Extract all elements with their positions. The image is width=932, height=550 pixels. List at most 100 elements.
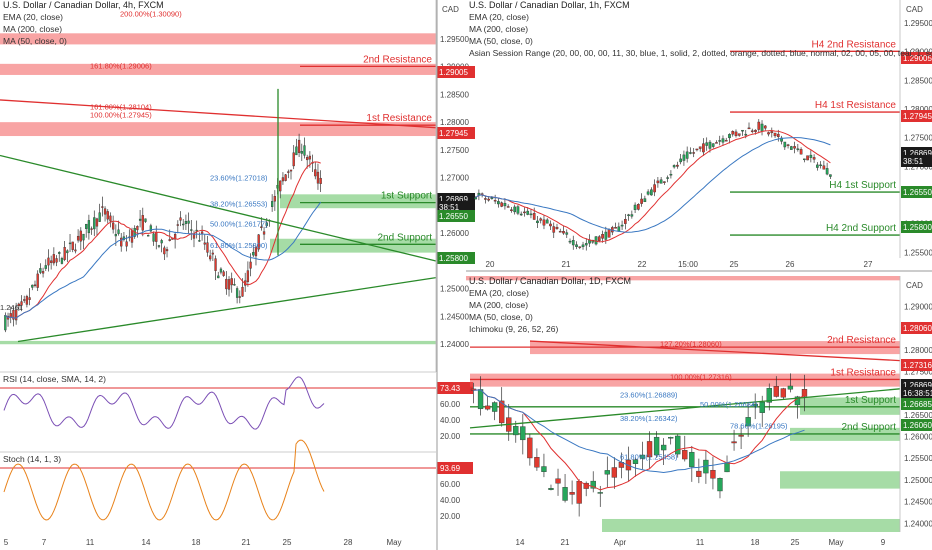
candle xyxy=(217,275,220,279)
candle xyxy=(190,229,193,231)
candle xyxy=(106,211,109,220)
candle xyxy=(718,140,722,142)
y-tick-10: 1.24000 xyxy=(904,519,932,528)
candle xyxy=(14,309,18,321)
candle xyxy=(672,165,676,168)
candle xyxy=(750,130,754,132)
fib-label-8: 1.2461 xyxy=(0,303,23,312)
candle xyxy=(306,157,309,161)
candle xyxy=(542,219,546,226)
fib-label-6: 78.60%(1.26195) xyxy=(730,421,788,430)
price-tag-label-0: 1.29005 xyxy=(439,68,468,77)
x-tick-7: 9 xyxy=(881,538,886,547)
x-tick-3: 14 xyxy=(142,538,151,547)
candle xyxy=(523,211,526,214)
candle xyxy=(484,405,491,410)
level-label-3: H4 2nd Support xyxy=(826,223,896,234)
x-tick-1: 21 xyxy=(561,538,570,547)
candle xyxy=(95,218,99,227)
candle xyxy=(4,315,7,331)
fib-label-6: 50.00%(1.26177) xyxy=(210,220,268,229)
candle xyxy=(767,132,770,135)
candle xyxy=(575,244,578,247)
candle xyxy=(773,132,777,137)
candle xyxy=(829,174,832,177)
indicator-label-2: MA (50, close, 0) xyxy=(469,36,533,46)
price-tag xyxy=(901,359,932,371)
price-tag-label-4: 1.26550 xyxy=(439,212,468,221)
level-label-3: 2nd Support xyxy=(842,422,897,433)
candle xyxy=(300,151,303,154)
candle xyxy=(717,478,723,492)
candle xyxy=(759,401,765,413)
candle xyxy=(763,125,767,129)
candle xyxy=(500,202,504,207)
candle xyxy=(614,227,617,229)
price-tag-label-3: 16:38:51 xyxy=(903,389,932,398)
candle xyxy=(689,451,695,468)
candle xyxy=(101,206,104,208)
price-tag xyxy=(437,127,475,139)
candle xyxy=(597,492,603,494)
x-tick-2: 22 xyxy=(638,260,647,269)
candle xyxy=(55,258,58,263)
candle xyxy=(297,139,301,153)
candle xyxy=(794,396,801,406)
candle xyxy=(555,226,559,229)
sub-last-label: 73.43 xyxy=(440,384,461,393)
candle xyxy=(565,232,569,235)
price-tag-label-1: 1.27945 xyxy=(439,129,468,138)
y-tick-0: 1.29500 xyxy=(904,19,932,28)
price-tag-label-2: 1.26869 xyxy=(903,381,932,390)
candle xyxy=(801,389,808,397)
candle xyxy=(23,299,26,301)
indicator-label-0: EMA (20, close) xyxy=(3,12,63,22)
fib-label-4: 23.60%(1.27018) xyxy=(210,173,268,182)
y-tick-5: 1.26500 xyxy=(904,411,932,420)
candle xyxy=(604,470,610,475)
price-tag-label-2: 1.26869 xyxy=(439,195,468,204)
candle xyxy=(539,218,543,221)
candle xyxy=(668,437,674,439)
price-tag xyxy=(437,252,475,264)
candle xyxy=(607,229,611,238)
price-tag-label-4: 1.26550 xyxy=(903,188,932,197)
candle xyxy=(728,134,731,139)
zone-0 xyxy=(0,33,436,45)
candle xyxy=(646,191,650,195)
candle xyxy=(773,386,779,397)
price-tag-label-0: 1.29005 xyxy=(903,54,932,63)
candle xyxy=(541,466,547,472)
price-tag xyxy=(901,110,932,122)
y-tick-2: 1.28500 xyxy=(440,90,469,99)
subpanel-title: RSI (14, close, SMA, 14, 2) xyxy=(3,374,106,384)
zone-5 xyxy=(780,471,900,489)
candle xyxy=(630,214,634,217)
candle xyxy=(611,467,618,478)
y-tick-2: 1.28500 xyxy=(904,76,932,85)
candle xyxy=(241,286,244,297)
candle xyxy=(666,177,669,179)
candle xyxy=(741,129,744,132)
x-tick-2: 11 xyxy=(86,538,95,547)
candle xyxy=(545,219,549,224)
zone-1 xyxy=(0,63,436,75)
candle xyxy=(643,198,647,203)
candle xyxy=(138,218,142,221)
price-tag-label-3: 38:51 xyxy=(439,203,460,212)
candle xyxy=(558,231,562,233)
candle xyxy=(660,444,667,451)
candle xyxy=(752,403,758,407)
candle xyxy=(597,236,601,241)
y-tick-3: 1.27500 xyxy=(904,367,932,376)
fib-label-4: 50.00%(1.26684) xyxy=(700,400,758,409)
indicator-label-3: Asian Session Range (20, 00, 00, 00, 11,… xyxy=(469,48,932,58)
candle xyxy=(692,152,696,154)
candle xyxy=(793,146,796,149)
candle xyxy=(125,241,128,247)
candle xyxy=(47,257,50,266)
candle xyxy=(295,146,298,156)
candle xyxy=(786,144,790,146)
candle xyxy=(149,225,153,232)
y-tick-4: 1.27500 xyxy=(904,134,932,143)
